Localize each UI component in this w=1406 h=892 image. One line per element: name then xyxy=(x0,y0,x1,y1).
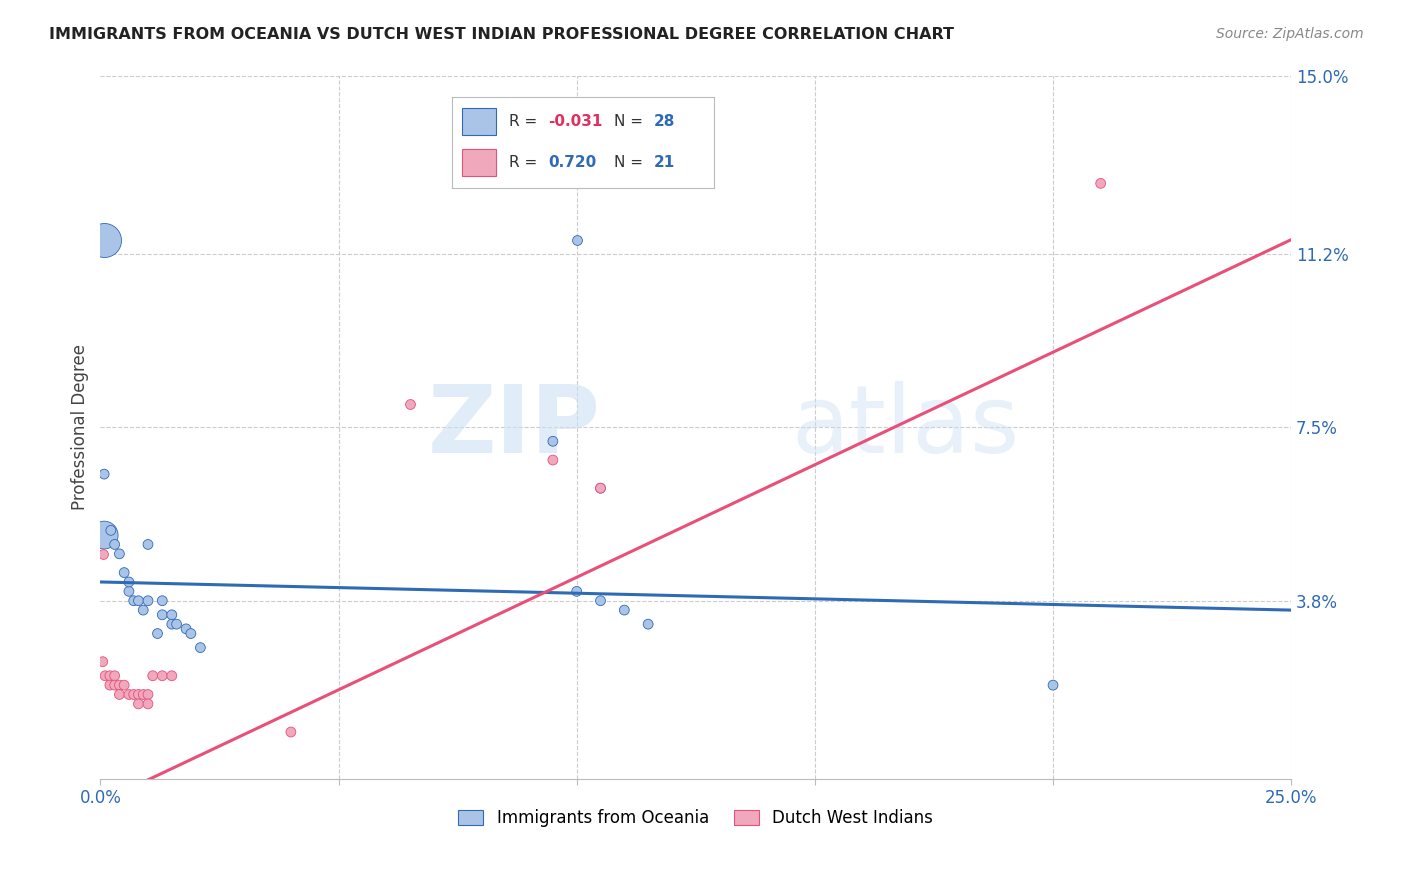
Point xyxy=(108,688,131,702)
Point xyxy=(150,669,173,683)
Point xyxy=(160,617,183,632)
Text: ZIP: ZIP xyxy=(427,381,600,474)
Point xyxy=(104,669,127,683)
Point xyxy=(637,617,659,632)
Point xyxy=(1042,678,1064,692)
Text: IMMIGRANTS FROM OCEANIA VS DUTCH WEST INDIAN PROFESSIONAL DEGREE CORRELATION CHA: IMMIGRANTS FROM OCEANIA VS DUTCH WEST IN… xyxy=(49,27,955,42)
Point xyxy=(122,593,145,607)
Point xyxy=(91,547,114,561)
Point xyxy=(142,669,165,683)
Point xyxy=(108,678,131,692)
Point xyxy=(98,678,121,692)
Text: atlas: atlas xyxy=(792,381,1019,474)
Point xyxy=(132,603,155,617)
Point xyxy=(613,603,636,617)
Point xyxy=(93,467,115,482)
Point xyxy=(190,640,212,655)
Point xyxy=(589,481,612,495)
Point xyxy=(127,697,149,711)
Point xyxy=(94,669,117,683)
Point xyxy=(98,669,121,683)
Point xyxy=(160,669,183,683)
Point xyxy=(104,537,127,551)
Point xyxy=(541,453,564,467)
Point xyxy=(118,688,141,702)
Point xyxy=(565,233,588,247)
Point xyxy=(589,593,612,607)
Point xyxy=(136,688,159,702)
Point xyxy=(1090,177,1112,191)
Point xyxy=(174,622,197,636)
Point xyxy=(166,617,188,632)
Point xyxy=(146,626,169,640)
Point xyxy=(118,584,141,599)
Point xyxy=(280,725,302,739)
Point xyxy=(136,697,159,711)
Point xyxy=(112,678,135,692)
Point xyxy=(127,593,149,607)
Point xyxy=(399,397,422,411)
Point xyxy=(112,566,135,580)
Point xyxy=(108,547,131,561)
Point xyxy=(91,655,114,669)
Point xyxy=(565,584,588,599)
Point xyxy=(589,481,612,495)
Y-axis label: Professional Degree: Professional Degree xyxy=(72,344,89,510)
Point xyxy=(100,524,122,538)
Legend: Immigrants from Oceania, Dutch West Indians: Immigrants from Oceania, Dutch West Indi… xyxy=(451,803,939,834)
Point xyxy=(104,678,127,692)
Point xyxy=(127,688,149,702)
Point xyxy=(132,688,155,702)
Point xyxy=(160,607,183,622)
Point xyxy=(150,593,173,607)
Point xyxy=(136,593,159,607)
Point xyxy=(150,607,173,622)
Point xyxy=(122,688,145,702)
Point xyxy=(93,233,115,247)
Point xyxy=(541,434,564,449)
Point xyxy=(93,528,115,542)
Point xyxy=(118,574,141,589)
Point xyxy=(180,626,202,640)
Point xyxy=(136,537,159,551)
Text: Source: ZipAtlas.com: Source: ZipAtlas.com xyxy=(1216,27,1364,41)
